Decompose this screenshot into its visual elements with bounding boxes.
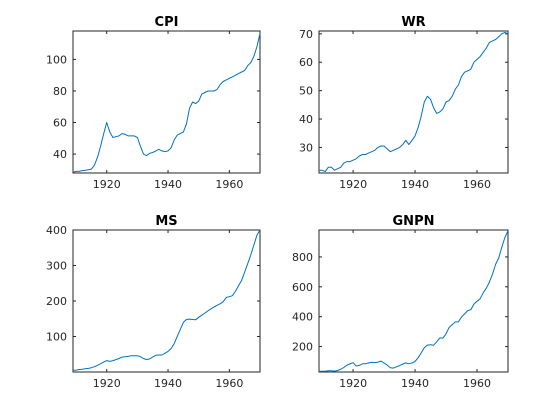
ticks: 1920 1940 1960 100 200 300 400 bbox=[46, 224, 260, 390]
series-line bbox=[72, 33, 261, 173]
y-tick-label: 600 bbox=[292, 281, 313, 294]
y-tick-label: 300 bbox=[46, 260, 67, 273]
x-tick-label: 1960 bbox=[463, 178, 491, 191]
y-tick-label: 60 bbox=[299, 56, 313, 69]
y-tick-label: 40 bbox=[299, 113, 313, 126]
axes-box bbox=[318, 30, 509, 174]
subplot-gnpn: GNPN 1920 1940 1960 200 400 600 800 bbox=[292, 214, 509, 390]
x-tick-label: 1920 bbox=[93, 178, 121, 191]
chart-title: GNPN bbox=[393, 214, 435, 229]
y-tick-label: 70 bbox=[299, 28, 313, 41]
ticks: 1920 1940 1960 30 40 50 60 70 bbox=[299, 28, 508, 191]
y-tick-label: 30 bbox=[299, 141, 313, 154]
y-tick-label: 50 bbox=[299, 85, 313, 98]
x-tick-label: 1940 bbox=[401, 377, 429, 390]
x-tick-label: 1960 bbox=[215, 178, 243, 191]
y-tick-label: 80 bbox=[53, 85, 67, 98]
y-tick-label: 100 bbox=[46, 53, 67, 66]
ticks: 1920 1940 1960 200 400 600 800 bbox=[292, 230, 508, 390]
y-tick-label: 40 bbox=[53, 148, 67, 161]
axes-box bbox=[318, 229, 509, 373]
chart-title: WR bbox=[401, 15, 425, 30]
axes-box bbox=[72, 30, 261, 174]
x-tick-label: 1940 bbox=[401, 178, 429, 191]
series-line bbox=[318, 230, 509, 372]
subplot-cpi: CPI 1920 1940 1960 40 60 80 100 bbox=[46, 15, 261, 191]
y-tick-label: 200 bbox=[292, 341, 313, 354]
axes-box bbox=[72, 229, 261, 373]
chart-title: CPI bbox=[155, 15, 179, 30]
y-tick-label: 800 bbox=[292, 251, 313, 264]
subplot-wr: WR 1920 1940 1960 30 40 50 60 70 bbox=[299, 15, 509, 191]
x-tick-label: 1940 bbox=[154, 178, 182, 191]
x-tick-label: 1940 bbox=[154, 377, 182, 390]
ticks: 1920 1940 1960 40 60 80 100 bbox=[46, 31, 260, 191]
x-tick-label: 1920 bbox=[339, 178, 367, 191]
x-tick-label: 1920 bbox=[339, 377, 367, 390]
y-tick-label: 60 bbox=[53, 117, 67, 130]
x-tick-label: 1920 bbox=[93, 377, 121, 390]
chart-title: MS bbox=[155, 214, 177, 229]
y-tick-label: 400 bbox=[46, 224, 67, 237]
series-line bbox=[319, 31, 509, 173]
x-tick-label: 1960 bbox=[463, 377, 491, 390]
series-line bbox=[73, 229, 261, 371]
y-tick-label: 400 bbox=[292, 311, 313, 324]
y-tick-label: 200 bbox=[46, 295, 67, 308]
x-tick-label: 1960 bbox=[215, 377, 243, 390]
y-tick-label: 100 bbox=[46, 331, 67, 344]
subplot-ms: MS 1920 1940 1960 100 200 300 400 bbox=[46, 214, 261, 390]
